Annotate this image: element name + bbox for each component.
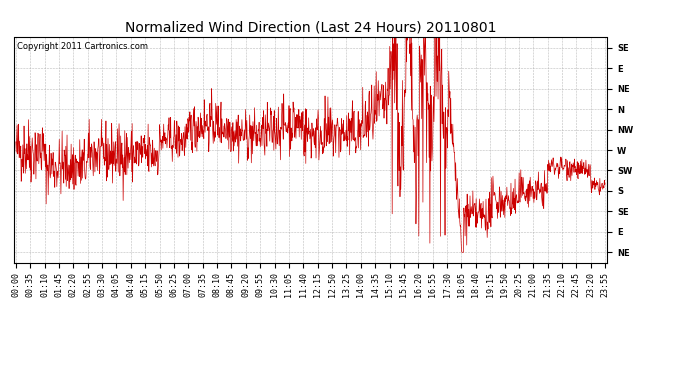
Text: Copyright 2011 Cartronics.com: Copyright 2011 Cartronics.com <box>17 42 148 51</box>
Title: Normalized Wind Direction (Last 24 Hours) 20110801: Normalized Wind Direction (Last 24 Hours… <box>125 21 496 35</box>
